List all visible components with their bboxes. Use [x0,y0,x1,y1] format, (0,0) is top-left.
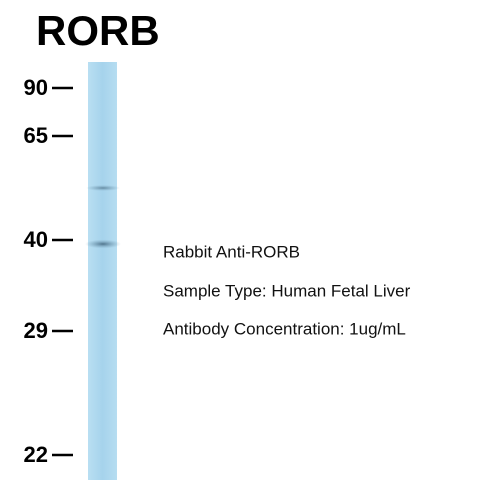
western-blot-figure: RORB 90 65 40 29 22 Rabbit Anti-RORB Sam… [0,0,490,480]
marker-label: 22 [24,442,48,467]
title: RORB [36,7,160,54]
marker-label: 65 [24,123,48,148]
annotation: Sample Type: Human Fetal Liver [163,281,411,300]
marker-label: 40 [24,227,48,252]
blot-band [86,185,120,191]
marker-label: 29 [24,318,48,343]
blot-band [85,240,121,249]
annotation: Antibody Concentration: 1ug/mL [163,319,406,338]
blot-lane [88,62,117,480]
marker-label: 90 [24,75,48,100]
annotation: Rabbit Anti-RORB [163,242,300,261]
